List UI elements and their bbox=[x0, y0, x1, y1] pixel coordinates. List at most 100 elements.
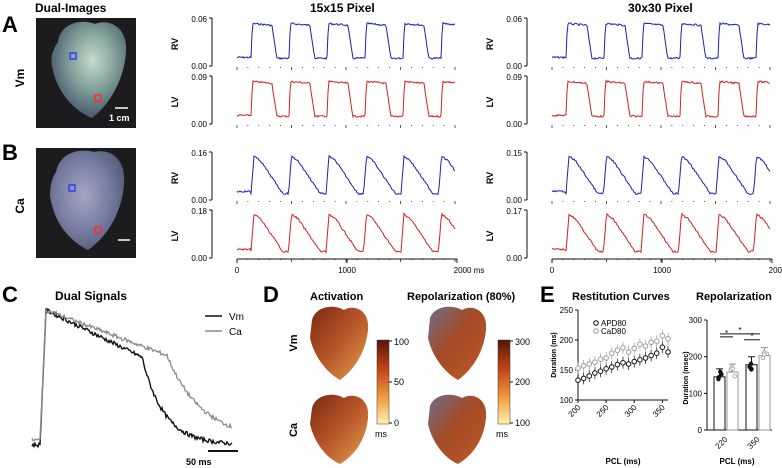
cad80-point bbox=[625, 349, 632, 355]
apd80-point bbox=[620, 360, 626, 366]
x-tick-label: 220 bbox=[714, 435, 730, 451]
x-tick-label: 0 bbox=[235, 266, 240, 275]
rv-trace-line bbox=[551, 21, 771, 60]
y-tick-label: 0.00 bbox=[506, 196, 522, 205]
legend-marker bbox=[593, 320, 599, 326]
apd80-point bbox=[586, 373, 593, 379]
rv-roi-marker-ca bbox=[68, 184, 76, 192]
apd80-point bbox=[642, 355, 649, 361]
bar bbox=[745, 364, 758, 431]
cad80-point bbox=[631, 345, 638, 352]
bar bbox=[726, 371, 739, 431]
panel-letter-c: C bbox=[2, 282, 18, 307]
apd80-point bbox=[648, 352, 654, 359]
apd80-point bbox=[665, 349, 671, 355]
y-tick-label: 0.00 bbox=[506, 254, 522, 263]
cad80-point bbox=[665, 336, 671, 342]
lv-roi-marker bbox=[94, 94, 102, 102]
x-tick-label: 2000 ms bbox=[454, 266, 485, 275]
legend-label: CaD80 bbox=[601, 327, 626, 336]
cad80-point bbox=[592, 359, 598, 366]
panel-letter-a: A bbox=[2, 12, 18, 37]
cad80-point bbox=[575, 365, 581, 372]
y-tick-label: 0.16 bbox=[191, 149, 207, 158]
activation-title: Activation bbox=[310, 291, 363, 303]
activation-colorbar: 100 50 0 ms bbox=[375, 337, 409, 439]
colorbar-repol-unit: ms bbox=[496, 429, 508, 439]
panel-letter-e: E bbox=[540, 282, 555, 307]
apd80-point bbox=[575, 377, 581, 384]
cad80-point bbox=[653, 338, 660, 345]
trace-row-label: LV bbox=[170, 97, 180, 108]
apd80-point bbox=[597, 368, 604, 375]
x-axis-label: PCL (ms) bbox=[606, 457, 641, 466]
trace-row-label: LV bbox=[170, 231, 180, 242]
repolarization-80-title: Repolarization (80%) bbox=[407, 291, 516, 303]
colorbar-repol-tick-2: 100 bbox=[515, 418, 530, 428]
x-tick-label: 350 bbox=[651, 403, 667, 419]
vm-action-potential bbox=[31, 307, 233, 449]
y-tick-label: 150 bbox=[560, 366, 574, 375]
y-tick-label: 0.06 bbox=[191, 15, 207, 24]
cad80-point bbox=[608, 350, 615, 357]
legend-ca-label: Ca bbox=[229, 327, 242, 338]
rv-trace-line bbox=[236, 154, 456, 196]
legend-vm-label: Vm bbox=[229, 312, 244, 323]
cad80-point bbox=[642, 343, 649, 349]
row-label-vm: Vm bbox=[13, 69, 27, 88]
ca-transient bbox=[31, 307, 233, 442]
y-tick-label: 0.00 bbox=[191, 120, 207, 129]
apd80-point bbox=[592, 370, 598, 376]
repolarization-map-vm bbox=[428, 306, 487, 380]
y-tick-label: 0.06 bbox=[506, 15, 522, 24]
apd80-point bbox=[625, 361, 632, 367]
colorbar-repol-tick-1: 200 bbox=[515, 377, 530, 387]
repolarization-bar-chart: 300 200 100 0 Duration (msec) 220 350 PCL (ms) *… bbox=[683, 316, 772, 466]
data-point bbox=[732, 373, 737, 379]
data-point bbox=[749, 366, 754, 372]
lv-roi-marker-ca bbox=[94, 226, 102, 234]
activation-map-ca bbox=[310, 394, 369, 464]
y-tick-label: 0.00 bbox=[191, 254, 207, 263]
y-tick-label: 0.09 bbox=[506, 73, 522, 82]
y-tick-label: 300 bbox=[689, 316, 703, 325]
colorbar-repol-tick-0: 300 bbox=[515, 337, 530, 347]
significance-star: * bbox=[738, 326, 741, 335]
trace-row-label: LV bbox=[485, 97, 495, 108]
y-tick-label: 0.09 bbox=[191, 73, 207, 82]
column-title-30x30: 30x30 Pixel bbox=[628, 1, 693, 15]
y-tick-label: 0.00 bbox=[191, 196, 207, 205]
apd80-point bbox=[659, 344, 666, 351]
data-point bbox=[760, 355, 766, 361]
x-tick-label: 2000 ms bbox=[769, 266, 782, 275]
y-tick-label: 0 bbox=[698, 426, 703, 435]
cad80-point bbox=[637, 341, 643, 348]
x-tick-label: 0 bbox=[550, 266, 555, 275]
lv-trace-line bbox=[551, 79, 770, 118]
trace-row-label: RV bbox=[485, 38, 495, 50]
y-tick-label: 0.15 bbox=[506, 149, 522, 158]
panel-letter-b: B bbox=[2, 140, 18, 165]
significance-star: * bbox=[750, 332, 753, 341]
cad80-point bbox=[614, 347, 621, 354]
x-tick-label: 1000 bbox=[653, 266, 671, 275]
apd80-point bbox=[580, 375, 587, 382]
data-point bbox=[719, 372, 724, 377]
scale-label: 1 cm bbox=[109, 113, 130, 123]
colorbar-activation-tick-2: 0 bbox=[394, 418, 399, 428]
trace-row-label: LV bbox=[485, 231, 495, 242]
activation-map-vm bbox=[310, 306, 369, 380]
colorbar-activation-tick-1: 50 bbox=[394, 377, 404, 387]
y-axis-label: Duration (msec) bbox=[683, 351, 690, 404]
panel-letter-d: D bbox=[263, 282, 279, 307]
cad80-point bbox=[620, 345, 626, 351]
x-tick-label: 350 bbox=[746, 435, 762, 451]
row-label-ca-d: Ca bbox=[288, 422, 300, 437]
repolarization-bar-title: Repolarization bbox=[696, 291, 772, 303]
y-tick-label: 250 bbox=[560, 306, 574, 315]
cad80-point bbox=[659, 333, 666, 339]
y-tick-label: 200 bbox=[560, 336, 574, 345]
y-tick-label: 0.00 bbox=[506, 62, 522, 71]
y-tick-label: 0.00 bbox=[191, 62, 207, 71]
